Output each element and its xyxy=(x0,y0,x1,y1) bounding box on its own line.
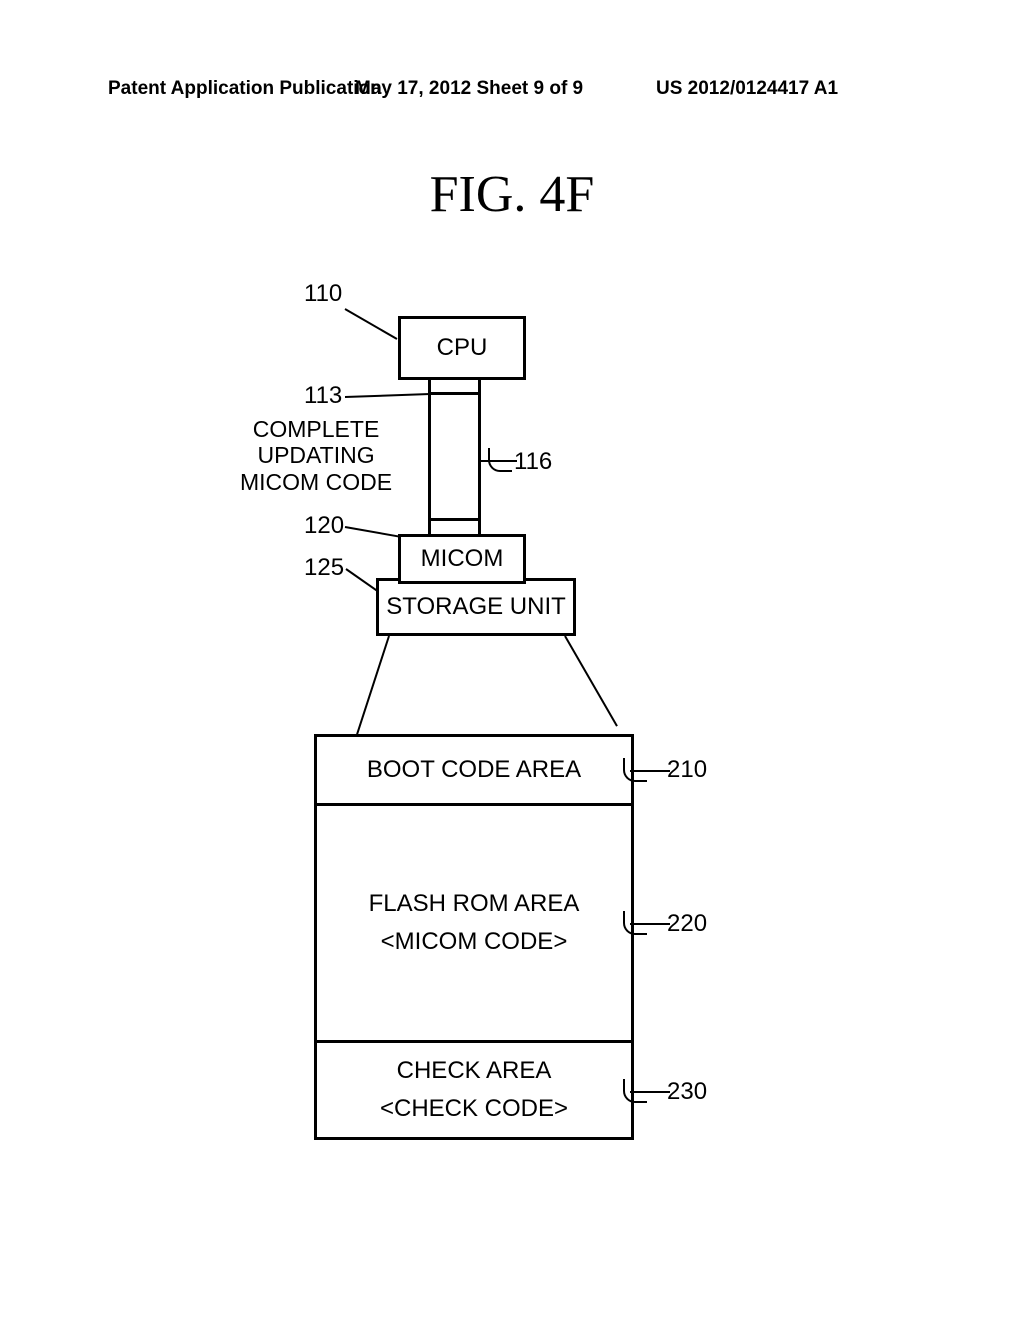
expansion-line-right xyxy=(564,636,618,727)
cpu-label: CPU xyxy=(437,334,488,362)
header-right: US 2012/0124417 A1 xyxy=(656,78,838,100)
bus-line-right xyxy=(478,380,481,536)
leader-210 xyxy=(630,770,670,772)
micom-label: MICOM xyxy=(421,545,504,573)
update-line-3: MICOM CODE xyxy=(240,469,392,495)
flash-sub: <MICOM CODE> xyxy=(381,928,568,956)
bus-line-left xyxy=(428,380,431,536)
bus-crossbar-top xyxy=(428,392,481,395)
ref-230: 230 xyxy=(667,1078,707,1106)
check-sub: <CHECK CODE> xyxy=(380,1095,568,1123)
ref-220: 220 xyxy=(667,910,707,938)
ref-125: 125 xyxy=(304,554,344,582)
header-left: Patent Application Publication xyxy=(108,78,382,100)
expansion-line-left xyxy=(356,636,390,736)
flash-label: FLASH ROM AREA xyxy=(369,890,580,918)
bus-crossbar-bottom xyxy=(428,518,481,521)
boot-label: BOOT CODE AREA xyxy=(367,756,581,784)
leader-230 xyxy=(630,1091,670,1093)
micom-block: MICOM xyxy=(398,534,526,584)
leader-120 xyxy=(345,526,400,538)
ref-116: 116 xyxy=(514,448,552,476)
memory-boot-area: BOOT CODE AREA xyxy=(314,734,634,806)
cpu-block: CPU xyxy=(398,316,526,380)
ref-113: 113 xyxy=(304,382,342,410)
ref-110: 110 xyxy=(304,280,342,308)
update-message: COMPLETE UPDATING MICOM CODE xyxy=(240,416,392,495)
ref-210: 210 xyxy=(667,756,707,784)
leader-125 xyxy=(345,568,379,593)
leader-110 xyxy=(345,308,398,340)
leader-220 xyxy=(630,923,670,925)
update-line-1: COMPLETE xyxy=(240,416,392,442)
storage-label: STORAGE UNIT xyxy=(386,593,566,621)
leader-113 xyxy=(345,393,430,398)
figure-title: FIG. 4F xyxy=(0,165,1024,224)
update-line-2: UPDATING xyxy=(240,442,392,468)
header-center: May 17, 2012 Sheet 9 of 9 xyxy=(355,78,583,100)
memory-check-area: CHECK AREA <CHECK CODE> xyxy=(314,1040,634,1140)
memory-flash-area: FLASH ROM AREA <MICOM CODE> xyxy=(314,803,634,1043)
storage-block: STORAGE UNIT xyxy=(376,578,576,636)
leader-116 xyxy=(481,460,517,462)
check-label: CHECK AREA xyxy=(397,1057,552,1085)
ref-120: 120 xyxy=(304,512,344,540)
